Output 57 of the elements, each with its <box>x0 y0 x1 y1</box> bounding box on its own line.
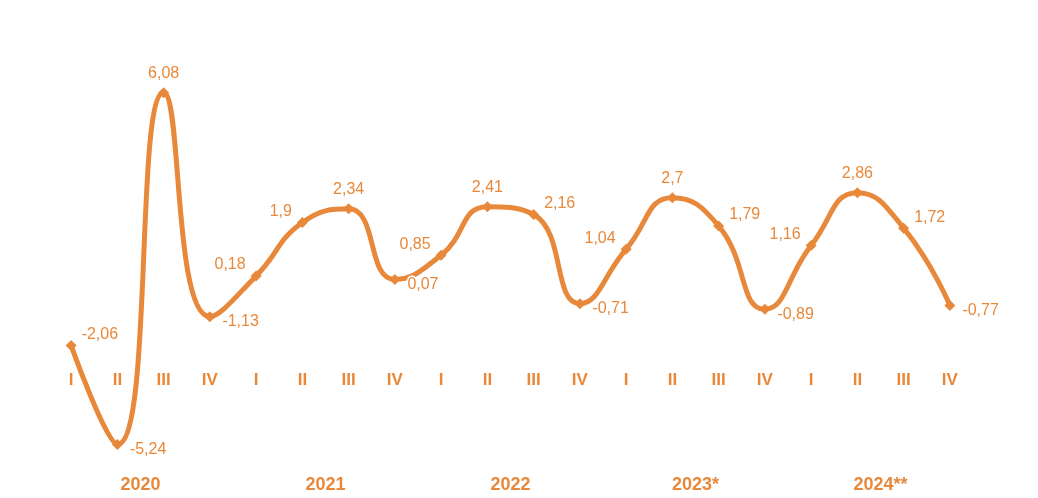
x-tick-label: II <box>667 370 678 390</box>
point <box>296 217 308 229</box>
data-label: 2,41 <box>471 177 504 195</box>
data-label: 2,7 <box>661 168 684 186</box>
point <box>65 340 77 352</box>
x-tick-label: III <box>156 370 171 390</box>
x-tick-label: II <box>482 370 493 390</box>
x-tick-label: IV <box>941 370 959 390</box>
point <box>158 87 170 99</box>
data-label: -0,71 <box>592 299 629 317</box>
x-tick-label: IV <box>386 370 404 390</box>
data-label: 1,72 <box>914 207 946 225</box>
x-tick-label: III <box>896 370 911 390</box>
x-tick-label: I <box>808 370 814 390</box>
x-tick-label: II <box>112 370 123 390</box>
data-label: -1,13 <box>222 312 259 330</box>
point <box>713 220 725 232</box>
data-label: 1,04 <box>584 228 616 246</box>
point <box>111 438 123 450</box>
x-tick-label: IV <box>201 370 219 390</box>
x-tick-label: III <box>711 370 726 390</box>
x-tick-label: I <box>623 370 629 390</box>
point <box>620 243 632 255</box>
text: 2024** <box>853 474 908 494</box>
data-label: 0,85 <box>399 234 431 252</box>
x-tick-label: I <box>68 370 74 390</box>
data-label: 2,86 <box>841 163 874 181</box>
point <box>898 222 910 234</box>
x-tick-label: I <box>253 370 259 390</box>
x-tick-label: II <box>852 370 863 390</box>
data-label: 1,16 <box>769 225 801 243</box>
x-tick-label: IV <box>571 370 589 390</box>
text: 2023* <box>671 474 720 494</box>
x-tick-label: III <box>341 370 356 390</box>
x-tick-label: IV <box>756 370 774 390</box>
point <box>944 300 956 311</box>
data-label: 1,79 <box>729 205 761 223</box>
text: 2022 <box>490 474 531 494</box>
data-label: 6,08 <box>148 63 180 81</box>
x-tick-label: II <box>297 370 308 390</box>
text: 2021 <box>305 474 346 494</box>
data-label: -2,06 <box>81 325 119 343</box>
data-label: -5,24 <box>129 439 167 457</box>
x-tick-label: I <box>438 370 444 390</box>
data-label: -0,77 <box>962 301 999 318</box>
data-label: 1,9 <box>269 202 292 220</box>
point <box>435 249 447 261</box>
point <box>805 240 817 252</box>
x-tick-label: III <box>526 370 541 390</box>
point <box>250 270 262 282</box>
data-label: 2,34 <box>333 179 365 197</box>
data-label: 2,16 <box>544 193 576 211</box>
data-label: -0,89 <box>777 304 814 322</box>
point <box>528 208 540 220</box>
text: 2020 <box>120 474 161 494</box>
data-label: 0,18 <box>214 255 246 273</box>
data-label: 0,07 <box>407 274 439 292</box>
